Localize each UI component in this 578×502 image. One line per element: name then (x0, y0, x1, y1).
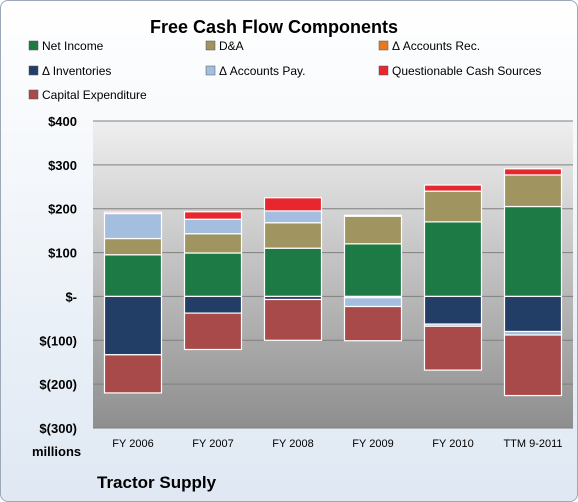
y-tick-label: $100 (48, 246, 77, 261)
bar-segment-delta-accounts-pay (263, 210, 323, 224)
bar-segment-danda (503, 174, 563, 208)
footer-company: Tractor Supply (97, 473, 217, 492)
legend-label-delta-accounts-pay: Δ Accounts Pay. (219, 64, 306, 78)
x-tick-label: FY 2006 (112, 438, 153, 450)
legend-label-net-income: Net Income (42, 39, 104, 53)
legend-swatch-capital-expenditure (28, 89, 39, 100)
bar-segment-delta-accounts-pay (183, 218, 243, 235)
x-tick-label: FY 2008 (272, 438, 313, 450)
y-tick-label: $400 (48, 114, 77, 129)
bar-segment-danda (103, 237, 163, 256)
bar-segment-delta-accounts-pay (103, 212, 163, 240)
legend-swatch-net-income (28, 40, 39, 51)
x-axis: FY 2006 FY 2007 FY 2008 FY 2009 FY 2010 TTM 9… (112, 438, 562, 450)
bar-segment-net-income (183, 252, 243, 298)
legend-label-delta-inventories: Δ Inventories (42, 64, 111, 78)
chart-title: Free Cash Flow Components (150, 17, 398, 37)
y-tick-label: $(100) (39, 333, 77, 348)
legend: Net Income D&A Δ Accounts Rec. Δ Inventorie… (28, 39, 541, 102)
legend-label-capital-expenditure: Capital Expenditure (42, 88, 147, 102)
legend-swatch-delta-accounts-pay (205, 65, 216, 76)
legend-swatch-delta-accounts-rec (378, 40, 389, 51)
bar-segment-danda (343, 215, 403, 245)
y-axis: $400 $300 $200 $100 $- $(100) $(200) $(300) (39, 114, 77, 436)
bar-segment-questionable-cash-sources (503, 168, 563, 176)
legend-label-questionable-cash-sources: Questionable Cash Sources (392, 64, 541, 78)
y-tick-label: $(200) (39, 377, 77, 392)
y-tick-label: $200 (48, 202, 77, 217)
bar-segment-capital-expenditure (423, 325, 483, 371)
y-tick-label: $(300) (39, 421, 77, 436)
bar-segment-capital-expenditure (503, 334, 563, 397)
bar-segment-capital-expenditure (263, 298, 323, 341)
x-tick-label: FY 2009 (352, 438, 393, 450)
bar-segment-delta-inventories (103, 295, 163, 356)
bar-segment-delta-inventories (503, 295, 563, 333)
bar-segment-danda (423, 190, 483, 223)
bar-segment-capital-expenditure (183, 312, 243, 351)
bar-segment-questionable-cash-sources (183, 211, 243, 220)
plot-area (93, 121, 573, 428)
bars (103, 168, 563, 397)
bar-segment-questionable-cash-sources (263, 197, 323, 212)
x-tick-label: FY 2007 (192, 438, 233, 450)
bar-segment-net-income (423, 221, 483, 298)
bar-segment-net-income (343, 243, 403, 298)
unit-label: millions (32, 444, 81, 459)
bar-segment-net-income (103, 254, 163, 298)
bar-segment-net-income (503, 205, 563, 298)
bar-segment-danda (183, 233, 243, 254)
x-tick-label: FY 2010 (432, 438, 473, 450)
y-tick-label: $300 (48, 158, 77, 173)
bar-segment-net-income (263, 247, 323, 298)
bar-segment-questionable-cash-sources (423, 184, 483, 192)
legend-swatch-danda (205, 40, 216, 51)
bar-segment-questionable-cash-sources (103, 211, 163, 215)
bar-segment-capital-expenditure (103, 354, 163, 394)
legend-label-danda: D&A (219, 39, 244, 53)
legend-swatch-questionable-cash-sources (378, 65, 389, 76)
bar-segment-delta-inventories (183, 295, 243, 314)
bar-segment-capital-expenditure (343, 305, 403, 342)
bar-segment-questionable-cash-sources (343, 214, 403, 217)
legend-label-delta-accounts-rec: Δ Accounts Rec. (392, 39, 480, 53)
bar-segment-delta-accounts-pay (343, 297, 403, 308)
legend-swatch-delta-inventories (28, 65, 39, 76)
bar-segment-danda (263, 222, 323, 249)
gridlines (93, 120, 573, 429)
y-tick-label: $- (65, 289, 77, 304)
x-tick-label: TTM 9-2011 (503, 438, 562, 450)
bar-segment-delta-inventories (423, 295, 483, 325)
